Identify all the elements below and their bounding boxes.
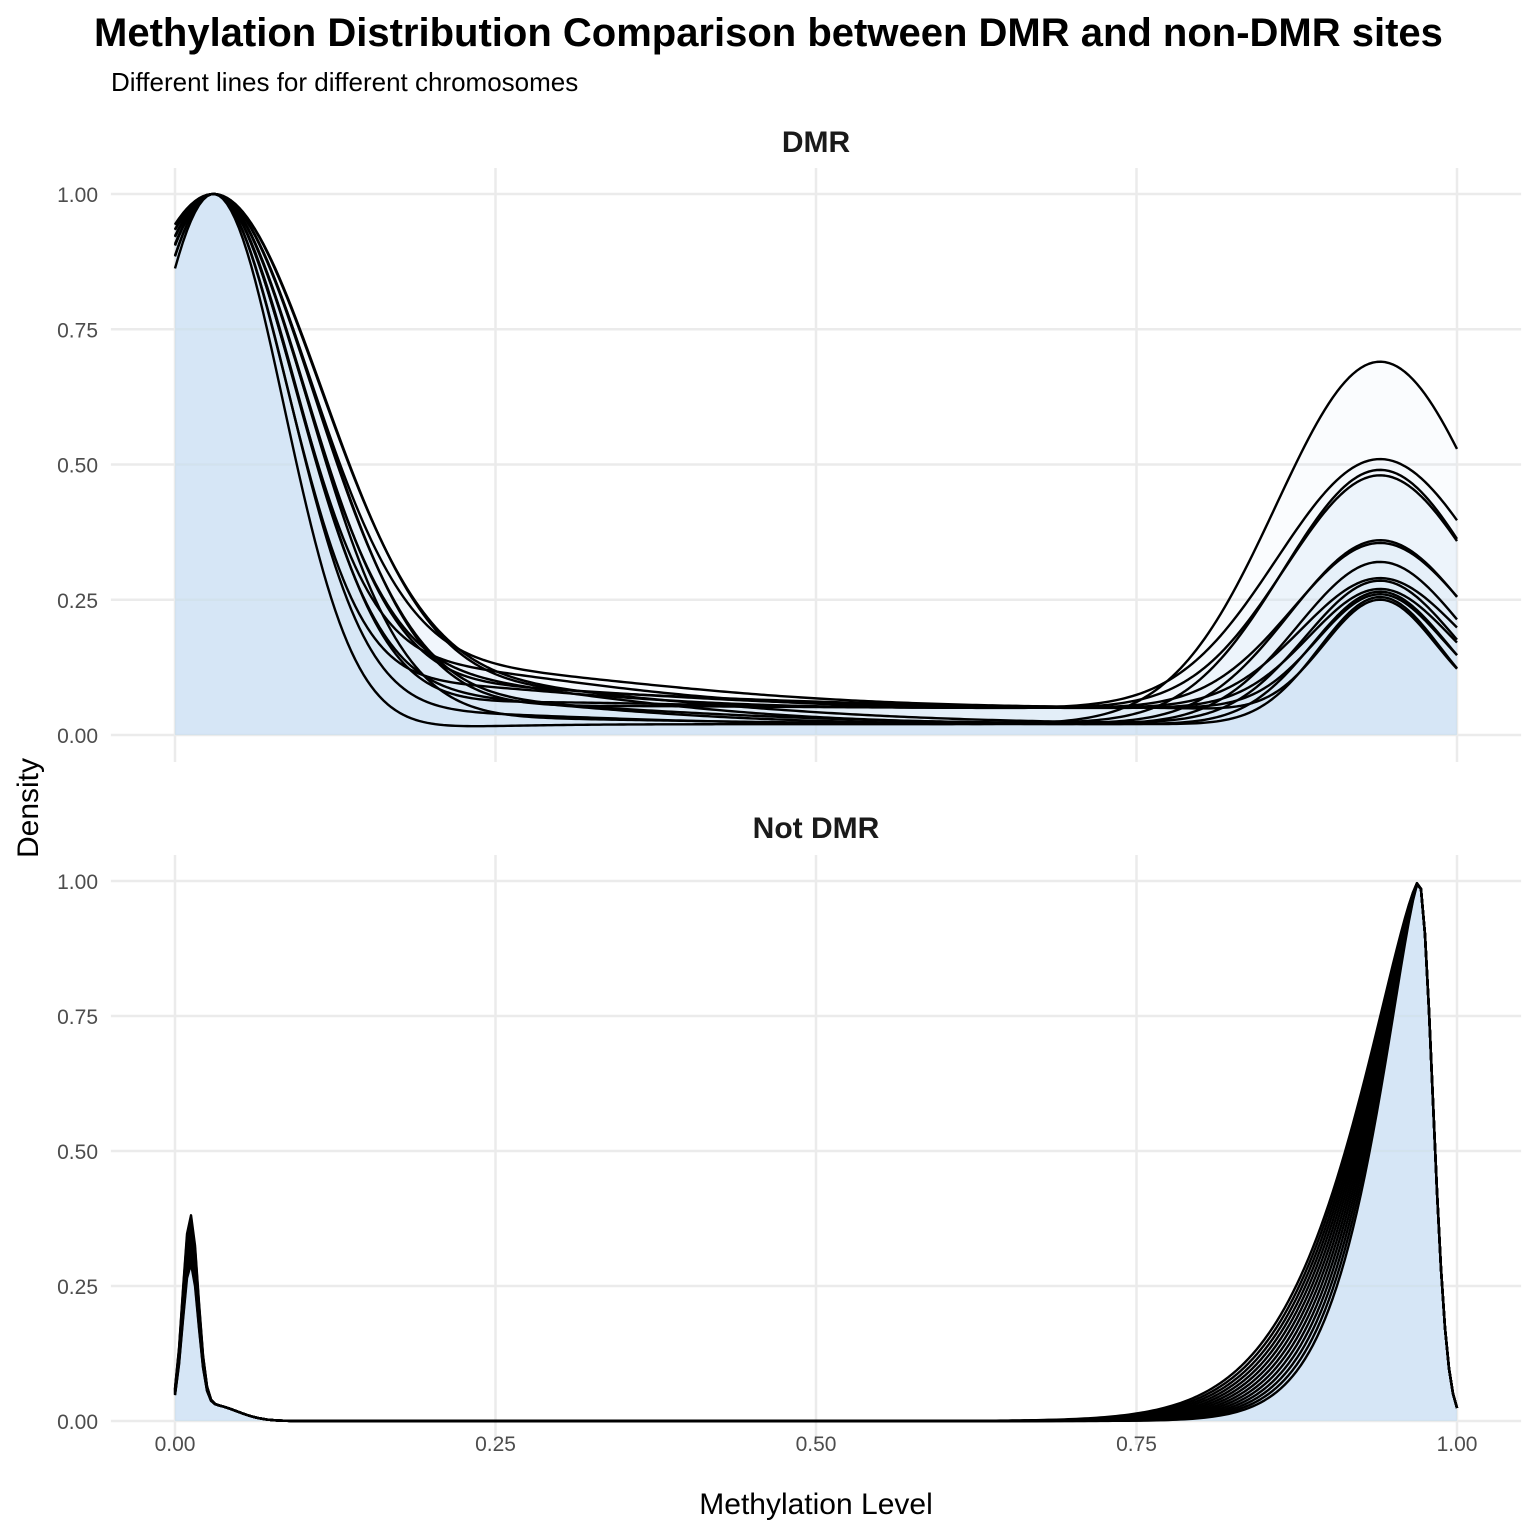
dmr-density-line-10: [173, 192, 1458, 726]
axis-ticks: 0.00 0.25 0.50 0.75 1.00 0.00 0.25 0.50 0.75 1.00…: [57, 184, 1477, 1456]
density-lines: [173, 192, 1459, 1423]
y-tick-label: 1.00: [57, 184, 98, 207]
y-tick-label: 0.25: [57, 1276, 98, 1299]
dmr-density-fill-1: [175, 194, 1457, 736]
dmr-density-fill-11: [175, 194, 1457, 736]
y-tick-label: 0.25: [57, 590, 98, 613]
y-tick-label: 0.50: [57, 1141, 98, 1164]
not-dmr-density-fill-1: [175, 884, 1457, 1421]
dmr-density-fill-8: [175, 194, 1457, 735]
x-tick-label: 0.00: [155, 1433, 196, 1456]
dmr-density-line-4: [173, 192, 1458, 725]
dmr-density-fill-12: [175, 194, 1457, 736]
dmr-density-fill-5: [175, 194, 1457, 735]
not-dmr-density-fill-10: [175, 883, 1457, 1421]
dmr-density-fill-9: [175, 194, 1457, 736]
density-fills: [175, 194, 1457, 1421]
dmr-density-line-12: [173, 192, 1458, 726]
not-dmr-density-fill-13: [175, 883, 1457, 1421]
not-dmr-density-fill-8: [175, 883, 1457, 1421]
not-dmr-density-line-13: [173, 881, 1459, 1423]
dmr-density-line-13: [173, 192, 1458, 710]
dmr-density-fill-3: [175, 194, 1457, 735]
not-dmr-density-fill-4: [175, 884, 1457, 1421]
not-dmr-density-fill-5: [175, 883, 1457, 1421]
dmr-density-fill-7: [175, 194, 1457, 735]
panel-label-dmr: DMR: [782, 126, 851, 159]
dmr-density-fill-6: [175, 194, 1457, 736]
dmr-density-line-9: [173, 192, 1458, 710]
not-dmr-density-fill-9: [175, 883, 1457, 1421]
dmr-density-fill-10: [175, 194, 1457, 735]
y-tick-label: 0.75: [57, 319, 98, 342]
y-tick-label: 0.75: [57, 1006, 98, 1029]
not-dmr-density-fill-12: [175, 883, 1457, 1421]
not-dmr-density-fill-3: [175, 884, 1457, 1421]
x-axis-label: Methylation Level: [699, 1488, 932, 1521]
x-tick-label: 0.25: [475, 1433, 516, 1456]
dmr-density-fill-4: [175, 194, 1457, 735]
panel-label-not-dmr: Not DMR: [753, 812, 880, 845]
chart-subtitle: Different lines for different chromosome…: [111, 67, 578, 97]
not-dmr-density-fill-7: [175, 883, 1457, 1421]
dmr-density-fill-13: [175, 194, 1457, 735]
x-tick-label: 1.00: [1437, 1433, 1478, 1456]
y-tick-label: 0.00: [57, 1411, 98, 1434]
y-tick-label: 0.00: [57, 725, 98, 748]
x-tick-label: 0.50: [796, 1433, 837, 1456]
y-axis-label: Density: [12, 758, 45, 858]
dmr-density-line-5: [173, 192, 1458, 710]
y-tick-label: 0.50: [57, 455, 98, 478]
x-tick-label: 0.75: [1116, 1433, 1157, 1456]
y-tick-label: 1.00: [57, 871, 98, 894]
not-dmr-density-fill-6: [175, 883, 1457, 1421]
not-dmr-density-fill-2: [175, 884, 1457, 1421]
dmr-density-line-11: [174, 192, 1458, 709]
not-dmr-density-fill-11: [175, 883, 1457, 1421]
dmr-density-fill-2: [175, 194, 1457, 735]
not-dmr-density-fill-0: [175, 884, 1457, 1421]
chart-title: Methylation Distribution Comparison betw…: [94, 11, 1443, 55]
dmr-density-fill-0: [175, 194, 1457, 735]
